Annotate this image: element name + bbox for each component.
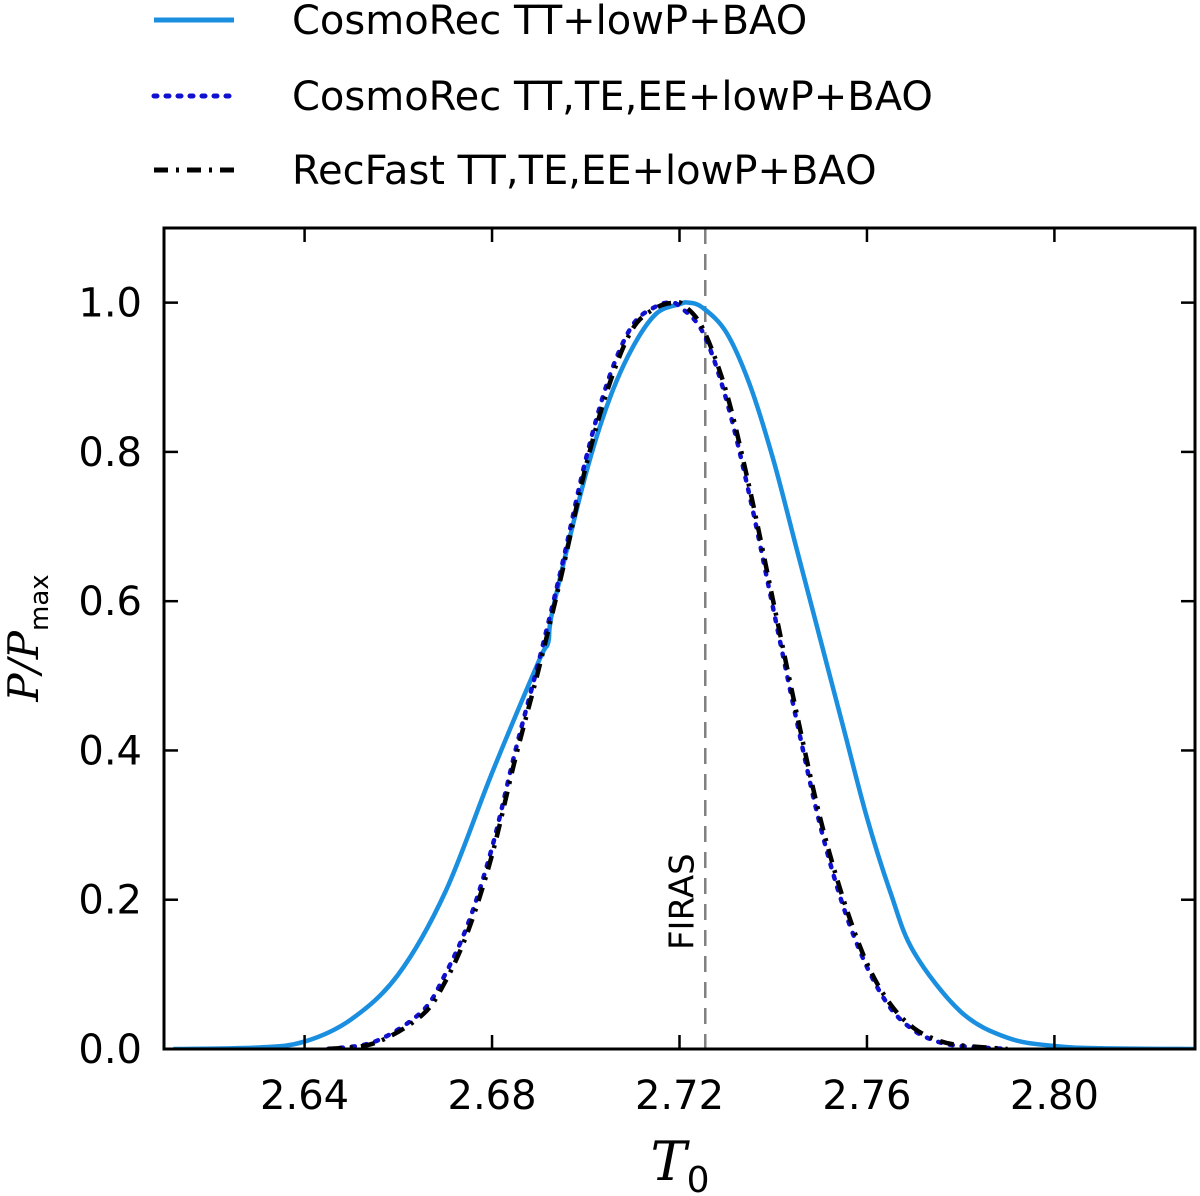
series-lines	[173, 300, 1195, 1049]
y-tick-label: 0.2	[78, 878, 142, 924]
legend-label: CosmoRec TT,TE,EE+lowP+BAO	[292, 74, 933, 120]
y-axis-label-subscript: max	[25, 574, 55, 631]
x-axis-label-subscript: 0	[687, 1160, 710, 1196]
legend: CosmoRec TT+lowP+BAO CosmoRec TT,TE,EE+lo…	[151, 0, 933, 194]
y-tick-label: 0.8	[78, 430, 142, 476]
x-axis-label-main: T	[651, 1130, 691, 1193]
legend-label: RecFast TT,TE,EE+lowP+BAO	[292, 148, 877, 194]
legend-label: CosmoRec TT+lowP+BAO	[292, 0, 807, 44]
y-axis-label-main: P/P	[0, 630, 48, 702]
x-tick-label: 2.76	[822, 1073, 911, 1119]
plot-area: 2.64 2.68 2.72 2.76 2.80 0.0 0.2 0.4 0.6 0.8 1.0 F…	[78, 226, 1197, 1119]
firas-annotation: FIRAS	[662, 853, 702, 950]
series-cosmorec-tt	[173, 300, 1195, 1049]
x-tick-label: 2.68	[448, 1073, 537, 1119]
x-tick-label: 2.64	[260, 1073, 349, 1119]
x-tick-label: 2.80	[1010, 1073, 1099, 1119]
y-tick-label: 1.0	[78, 281, 142, 327]
x-tick-label: 2.72	[635, 1073, 724, 1119]
axis-ticks: 2.64 2.68 2.72 2.76 2.80 0.0 0.2 0.4 0.6 0.8 1.0	[78, 228, 1195, 1119]
y-tick-label: 0.4	[78, 728, 142, 774]
x-axis-label: T0	[651, 1130, 710, 1196]
y-tick-label: 0.0	[78, 1027, 142, 1073]
y-tick-label: 0.6	[78, 579, 142, 625]
series-recfast-tt-te-ee	[327, 300, 1008, 1049]
y-axis-label: P/Pmax	[0, 574, 55, 702]
